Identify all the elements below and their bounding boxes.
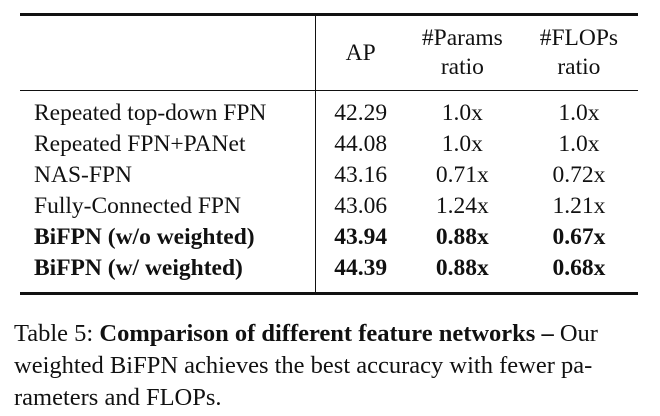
table-row: NAS-FPN 43.16 0.71x 0.72x [20, 160, 638, 191]
table-row: Repeated top-down FPN 42.29 1.0x 1.0x [20, 90, 638, 129]
cell-method: BiFPN (w/ weighted) [20, 253, 317, 294]
cell-flops: 0.68x [552, 255, 606, 281]
table-row: Fully-Connected FPN 43.06 1.24x 1.21x [20, 191, 638, 222]
cell-flops: 1.0x [558, 100, 600, 126]
comparison-table: AP #Params ratio #FLOPs ratio Repeated t… [20, 13, 638, 295]
cell-ap: 43.94 [334, 224, 388, 250]
cell-params: 0.88x [435, 255, 489, 281]
comparison-table-container: AP #Params ratio #FLOPs ratio Repeated t… [20, 13, 638, 295]
caption-bold-text: Comparison of different feature networks… [99, 320, 554, 347]
caption-line1-rest: Our [553, 320, 598, 347]
cell-flops: 0.67x [552, 224, 606, 250]
cell-ap: 42.29 [334, 100, 388, 126]
header-flops: #FLOPs ratio [520, 15, 638, 91]
cell-method: Fully-Connected FPN [20, 191, 317, 222]
cell-flops: 1.0x [558, 131, 600, 157]
cell-method: NAS-FPN [20, 160, 317, 191]
header-params-line1: #Params [421, 25, 503, 51]
header-params-line2: ratio [440, 54, 484, 80]
header-params: #Params ratio [405, 15, 520, 91]
cell-ap: 44.08 [334, 131, 388, 157]
caption-label: Table 5: [14, 320, 100, 347]
cell-method: BiFPN (w/o weighted) [20, 222, 317, 253]
cell-params: 1.0x [441, 100, 483, 126]
table-header-row: AP #Params ratio #FLOPs ratio [20, 14, 638, 91]
header-flops-line2: ratio [557, 54, 601, 80]
cell-flops: 1.21x [552, 193, 606, 219]
header-ap-label: AP [345, 39, 376, 66]
cell-method: Repeated top-down FPN [20, 90, 317, 129]
cell-ap: 43.06 [334, 193, 388, 219]
header-ap: AP [316, 15, 405, 91]
cell-ap: 44.39 [334, 255, 388, 281]
table-row-highlight: BiFPN (w/o weighted) 43.94 0.88x 0.67x [20, 222, 638, 253]
cell-params: 0.71x [435, 162, 489, 188]
table-body: Repeated top-down FPN 42.29 1.0x 1.0x Re… [20, 90, 638, 294]
caption-line3: rameters and FLOPs. [14, 384, 222, 411]
table-row-highlight: BiFPN (w/ weighted) 44.39 0.88x 0.68x [20, 253, 638, 294]
cell-ap: 43.16 [334, 162, 388, 188]
header-method [20, 14, 317, 91]
cell-method: Repeated FPN+PANet [20, 129, 317, 160]
caption-line2: weighted BiFPN achieves the best accurac… [14, 352, 593, 379]
table-row: Repeated FPN+PANet 44.08 1.0x 1.0x [20, 129, 638, 160]
header-flops-line1: #FLOPs [539, 25, 619, 51]
table-caption: Table 5: Comparison of different feature… [14, 318, 648, 414]
cell-flops: 0.72x [552, 162, 606, 188]
cell-params: 1.0x [441, 131, 483, 157]
cell-params: 0.88x [435, 224, 489, 250]
cell-params: 1.24x [435, 193, 489, 219]
